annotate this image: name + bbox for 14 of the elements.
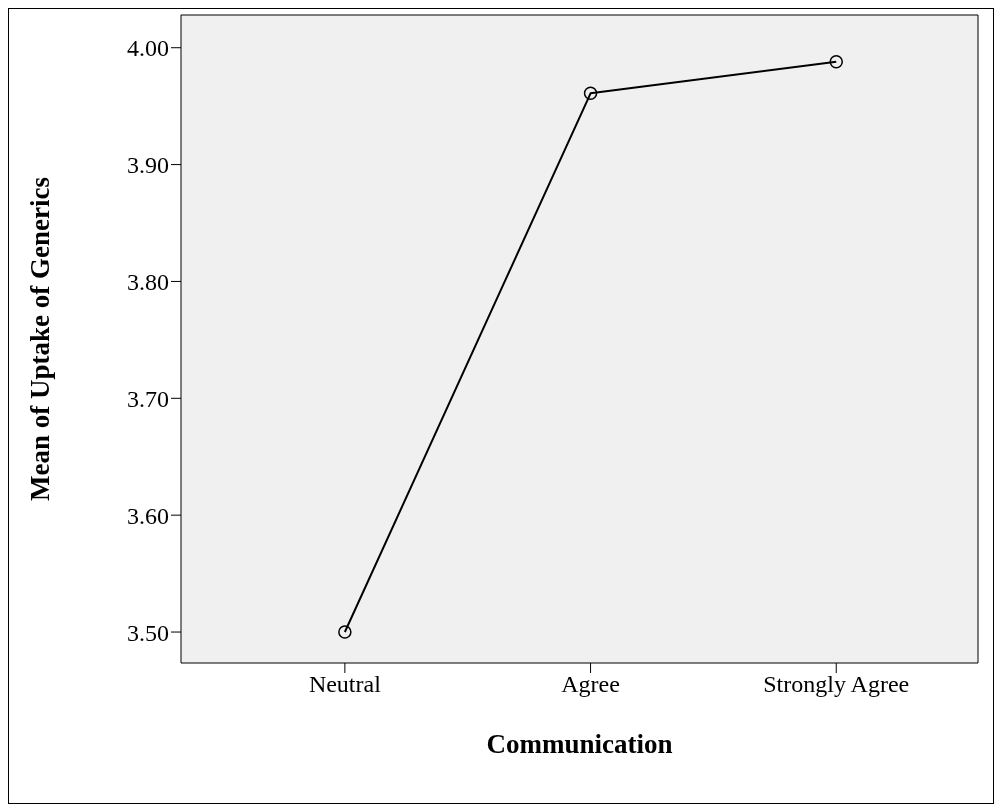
y-tick-label: 3.50 [127, 619, 169, 646]
y-axis-title: Mean of Uptake of Generics [24, 177, 55, 501]
x-axis-title: Communication [486, 729, 673, 759]
point [829, 54, 843, 69]
y-tick-label: 3.60 [127, 502, 169, 529]
point [338, 625, 352, 639]
x-tick-label: Neutral [308, 671, 382, 698]
x-tick-label: Strongly Agree [763, 671, 910, 698]
point [583, 86, 598, 101]
x-tick-label: Agree [561, 671, 620, 698]
y-tick-label: 3.90 [127, 152, 169, 179]
y-tick-label: 4.00 [127, 35, 169, 62]
y-tick-label: 3.80 [127, 268, 169, 295]
y-tick-label: 3.70 [127, 385, 169, 412]
